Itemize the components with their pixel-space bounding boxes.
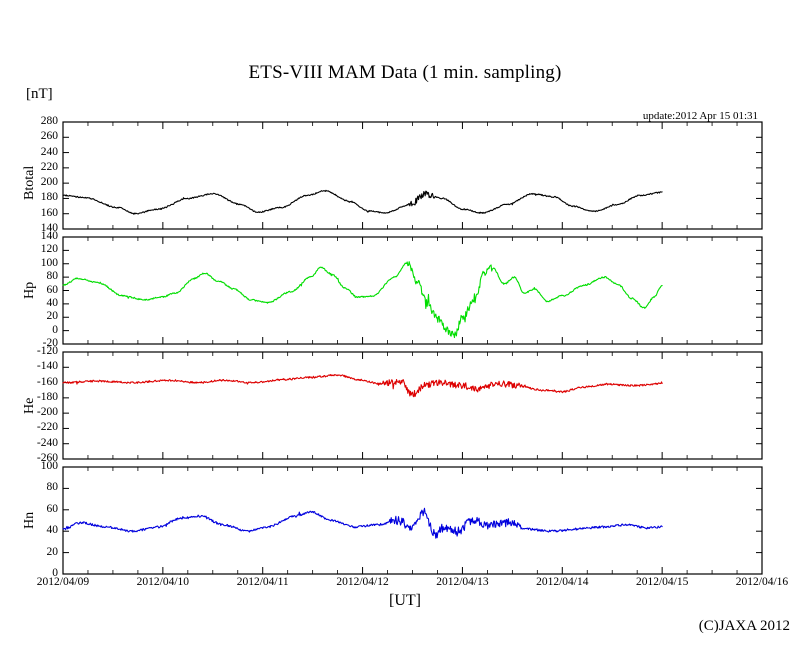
y-tick-label: 100: [40, 256, 58, 269]
x-tick-label: 2012/04/14: [536, 576, 589, 588]
x-tick-label: 2012/04/13: [436, 576, 489, 588]
panel-frame: [62, 351, 763, 460]
panel-canvas-he: [62, 351, 763, 460]
y-tick-label: 220: [40, 160, 58, 173]
y-tick-label: -200: [36, 406, 58, 419]
y-tick-label: -140: [36, 360, 58, 373]
data-trace-btotal: [62, 189, 663, 215]
y-tick-label: 60: [46, 283, 59, 296]
x-tick-label: 2012/04/11: [236, 576, 289, 588]
y-tick-label: 0: [52, 567, 58, 579]
panel-frame: [62, 121, 763, 230]
y-tick-label: 20: [46, 545, 59, 558]
y-tick-label: 100: [40, 460, 58, 472]
data-trace-hn: [62, 507, 663, 539]
panel-canvas-btotal: [62, 121, 763, 230]
y-tick-label: 140: [40, 230, 58, 242]
y-tick-label: 120: [40, 243, 58, 256]
y-tick-label: 260: [40, 130, 58, 143]
y-tick-label: 0: [52, 323, 58, 336]
x-tick-label: 2012/04/10: [136, 576, 190, 588]
panel-canvas-hn: [62, 466, 763, 575]
y-tick-label: 140: [40, 222, 58, 234]
panel-frame: [62, 236, 763, 345]
y-tick-label: -180: [36, 390, 58, 403]
x-tick-label: 2012/04/15: [635, 576, 689, 588]
page-title: ETS-VIII MAM Data (1 min. sampling): [248, 62, 562, 83]
panel-frame: [62, 466, 763, 575]
data-trace-hp: [62, 261, 663, 339]
y-tick-label: 180: [40, 191, 58, 204]
y-unit-label: [nT]: [26, 86, 53, 102]
y-tick-label: -220: [36, 421, 58, 434]
y-tick-label: 40: [46, 524, 59, 537]
x-tick-label: 2012/04/09: [36, 576, 90, 588]
y-tick-label: 240: [40, 145, 58, 158]
y-tick-label: -120: [36, 345, 58, 357]
y-tick-label: 200: [40, 176, 58, 189]
x-axis-label: [UT]: [389, 592, 421, 609]
y-tick-label: 40: [46, 296, 59, 309]
y-tick-label: -240: [36, 436, 58, 449]
panel-canvas-hp: [62, 236, 763, 345]
y-tick-label: 280: [40, 115, 58, 127]
y-tick-label: 80: [46, 481, 59, 494]
y-tick-label: 60: [46, 502, 59, 515]
x-tick-label: 2012/04/12: [336, 576, 389, 588]
y-tick-label: 160: [40, 206, 58, 219]
copyright-notice: (C)JAXA 2012: [698, 618, 790, 634]
y-tick-label: 80: [46, 270, 59, 283]
x-tick-label: 2012/04/16: [735, 576, 789, 588]
y-tick-label: -20: [42, 337, 58, 349]
y-tick-label: 20: [46, 310, 59, 323]
y-tick-label: -260: [36, 452, 58, 464]
update-timestamp: update:2012 Apr 15 01:31: [642, 110, 758, 122]
y-tick-label: -160: [36, 375, 58, 388]
data-trace-he: [62, 374, 663, 398]
